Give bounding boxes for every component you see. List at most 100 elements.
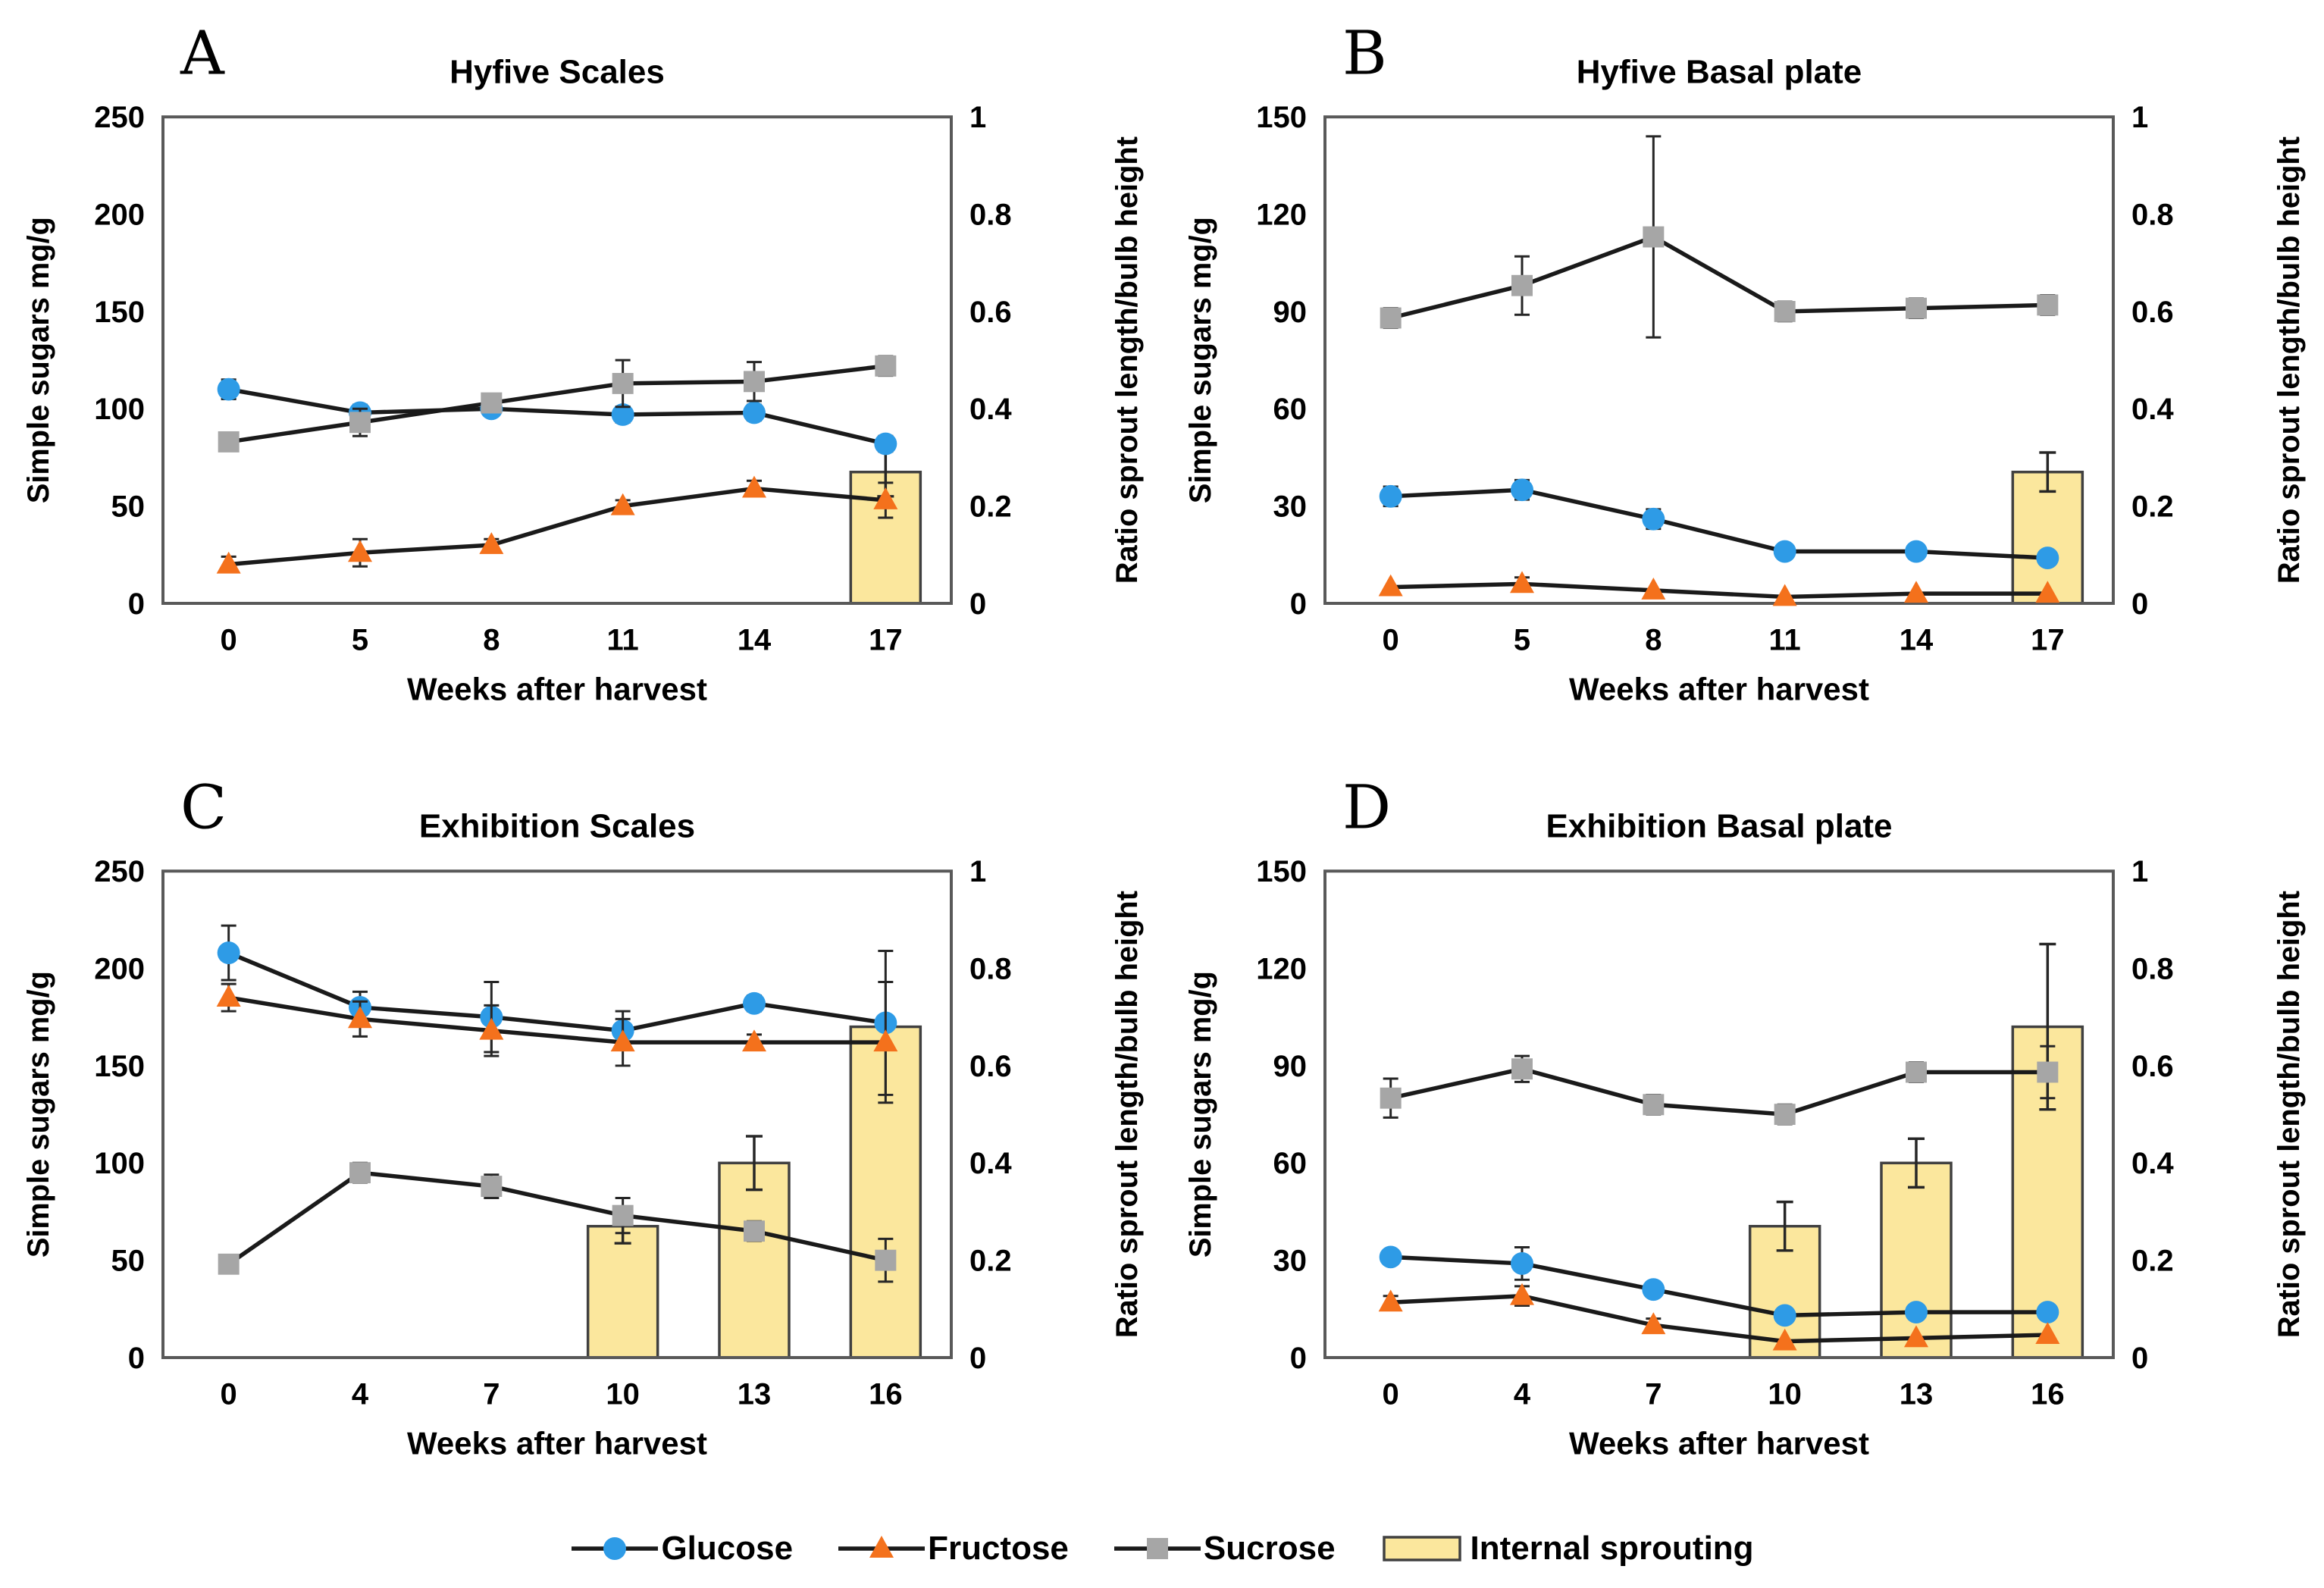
x-tick-label: 14 xyxy=(738,624,771,657)
fructose-marker xyxy=(348,540,372,562)
x-tick-label: 4 xyxy=(1514,1378,1530,1411)
y-right-tick-label: 0.6 xyxy=(969,296,1012,329)
x-tick-label: 8 xyxy=(1645,624,1662,657)
legend-fructose-icon xyxy=(838,1535,926,1558)
y-left-tick-label: 150 xyxy=(94,296,145,329)
sucrose-marker xyxy=(1511,274,1533,296)
series-line-sucrose xyxy=(228,364,886,444)
series-line-fructose xyxy=(1390,581,2048,600)
sucrose-marker xyxy=(481,1176,503,1198)
y-left-tick-label: 250 xyxy=(94,855,145,888)
bar-error-bar xyxy=(1776,1200,1793,1252)
glucose-marker xyxy=(611,403,634,426)
sucrose-marker xyxy=(1774,1104,1796,1126)
panel-letter: C xyxy=(180,772,227,843)
fructose-marker xyxy=(742,475,766,498)
x-tick-label: 13 xyxy=(1900,1378,1933,1411)
panel-letter: A xyxy=(180,18,225,89)
glucose-marker xyxy=(1905,1301,1928,1324)
fructose-marker xyxy=(2035,1322,2060,1344)
series-line-fructose xyxy=(1390,1293,2048,1344)
series-line-glucose xyxy=(228,387,886,446)
x-tick-label: 7 xyxy=(483,1378,500,1411)
series-line-sucrose xyxy=(1390,234,2048,321)
y-left-tick-label: 0 xyxy=(128,1342,145,1375)
panel-b: B Hyfive Basal plate 0 30 60 90 120 150 0 0.2 0.4 0… xyxy=(1162,0,2324,754)
fructose-marker xyxy=(348,1006,372,1029)
series-sucrose xyxy=(218,1161,897,1283)
internal-sprouting-bars xyxy=(586,1025,922,1359)
legend-label-internal_sprouting: Internal sprouting xyxy=(1470,1529,1754,1567)
fructose-marker xyxy=(479,1017,504,1040)
glucose-marker xyxy=(217,377,240,401)
series-fructose xyxy=(216,981,898,1104)
y-left-tick-label: 150 xyxy=(1256,101,1307,134)
y-right-tick-label: 0.8 xyxy=(969,953,1012,986)
glucose-marker xyxy=(1379,1245,1402,1269)
legend-label-sucrose: Sucrose xyxy=(1203,1529,1336,1567)
y-right-tick-label: 1 xyxy=(969,101,986,134)
series-fructose xyxy=(216,475,898,574)
panel-d: D Exhibition Basal plate 0 30 60 90 120 150 0 0.2… xyxy=(1162,754,2324,1508)
legend-internal_sprouting-icon xyxy=(1382,1535,1461,1561)
series-line-fructose xyxy=(228,995,886,1045)
y-right-axis-label: Ratio sprout length/bulb height xyxy=(2272,136,2306,584)
series-glucose xyxy=(1379,1245,2059,1327)
x-axis-label: Weeks after harvest xyxy=(1569,1425,1869,1461)
y-left-tick-label: 60 xyxy=(1273,393,1307,426)
glucose-marker xyxy=(1773,1304,1796,1327)
bar-error-bar xyxy=(2039,451,2056,493)
x-tick-label: 0 xyxy=(221,1378,237,1411)
sucrose-marker xyxy=(2037,1061,2059,1083)
y-right-tick-label: 0.6 xyxy=(969,1050,1012,1083)
series-sucrose xyxy=(1380,1045,2059,1126)
x-tick-label: 5 xyxy=(352,624,368,657)
y-right-tick-label: 0.2 xyxy=(969,1245,1012,1278)
fructose-marker xyxy=(1772,1328,1797,1351)
legend-item-glucose: Glucose xyxy=(570,1527,793,1570)
x-tick-label: 8 xyxy=(483,624,500,657)
x-tick-label: 4 xyxy=(352,1378,368,1411)
internal-sprouting-bar xyxy=(1880,1161,1953,1359)
sucrose-marker xyxy=(481,392,503,414)
legend-item-sucrose: Sucrose xyxy=(1113,1527,1336,1570)
x-tick-label: 10 xyxy=(606,1378,639,1411)
glucose-marker xyxy=(2036,547,2059,570)
chart-title: Exhibition Basal plate xyxy=(1546,808,1892,845)
x-tick-label: 13 xyxy=(738,1378,771,1411)
y-right-tick-label: 0.4 xyxy=(969,393,1012,426)
fructose-marker xyxy=(1772,584,1797,606)
series-line-fructose xyxy=(228,486,886,567)
legend-glucose-icon xyxy=(572,1536,659,1560)
x-tick-label: 14 xyxy=(1900,624,1933,657)
series-sucrose xyxy=(1380,135,2059,339)
fructose-marker xyxy=(873,487,898,509)
internal-sprouting-bars xyxy=(2011,451,2084,605)
y-right-tick-label: 0.6 xyxy=(2131,296,2174,329)
y-right-tick-label: 0 xyxy=(969,587,986,621)
glucose-marker xyxy=(603,1536,627,1560)
y-left-tick-label: 30 xyxy=(1273,1245,1307,1278)
sucrose-marker xyxy=(1643,226,1665,248)
fructose-marker xyxy=(869,1535,894,1558)
sucrose-marker xyxy=(612,1204,634,1226)
y-left-tick-label: 150 xyxy=(1256,855,1307,888)
bar-error-bar xyxy=(1908,1137,1925,1189)
fructose-marker xyxy=(873,1029,898,1052)
sucrose-marker xyxy=(1380,307,1402,329)
y-right-tick-label: 1 xyxy=(969,855,986,888)
y-left-tick-label: 200 xyxy=(94,199,145,232)
panel-letter: D xyxy=(1342,772,1391,843)
x-axis-label: Weeks after harvest xyxy=(1569,671,1869,706)
plot-frame xyxy=(161,115,953,605)
series-line-sucrose xyxy=(227,1170,886,1267)
sucrose-marker xyxy=(1906,297,1927,319)
glucose-marker xyxy=(2036,1301,2059,1324)
x-tick-label: 11 xyxy=(1769,624,1801,657)
y-right-tick-label: 0 xyxy=(2131,587,2148,621)
glucose-marker xyxy=(1642,507,1665,531)
fructose-marker xyxy=(1904,581,1928,603)
fructose-marker xyxy=(610,1029,635,1052)
series-fructose xyxy=(1378,1283,2060,1351)
